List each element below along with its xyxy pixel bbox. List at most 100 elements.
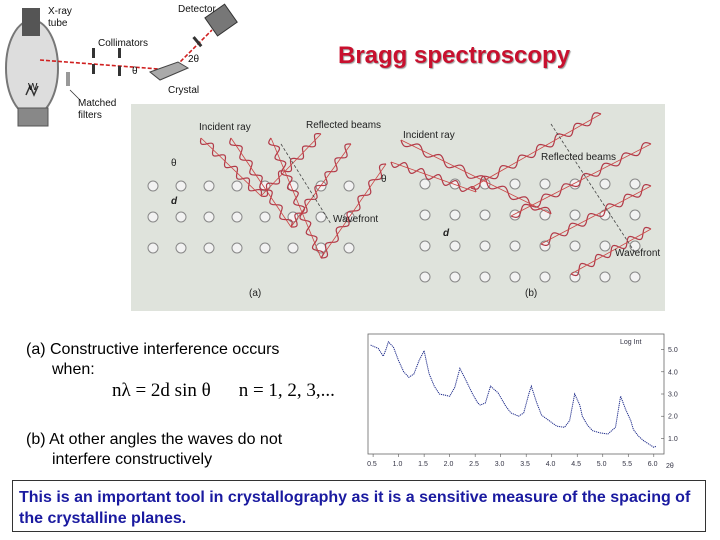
incident-ray-label-a: Incident ray [199,122,251,133]
y-tick-label: 3.0 [668,392,678,399]
detector-slit [192,36,203,48]
collimator-slit [92,64,95,74]
ray-axis [540,185,652,245]
lattice-atom [203,242,215,254]
spectrum-series-line [370,340,657,448]
bragg-law-orders: n = 1, 2, 3,... [238,380,335,401]
condition-a-line1: (a) Constructive interference occurs [26,341,280,358]
ray-axis [510,143,652,217]
lattice-atom [419,271,431,283]
condition-a-line2: when: [52,361,95,378]
incident-beam [39,59,173,71]
incident-ray-label-b: Incident ray [403,130,455,141]
crystal-label: Crystal [168,85,199,96]
xray-tube-label-2: tube [48,18,68,29]
lattice-atom [343,180,355,192]
lattice-atom [419,178,431,190]
lattice-atom [449,271,461,283]
lattice-atom [509,240,521,252]
panel-a-label: (a) [249,288,261,299]
lattice-atom [479,209,491,221]
x-tick-label: 1.0 [393,461,403,468]
chart-ticks: 0.5 1.0 1.5 2.0 2.5 3.0 3.5 4.0 4.5 5.0 5.5 6.0 2θ 1.… [367,347,678,470]
x-tick-label: 2.0 [444,461,454,468]
lattice-atom [509,178,521,190]
x-tick-label: 4.5 [571,461,581,468]
wavefront-label-a: Wavefront [333,214,378,225]
matched-filters-label-2: filters [78,110,102,121]
lattice-atom [449,240,461,252]
ray-axis [320,163,387,259]
x-tick-label: 3.5 [520,461,530,468]
lattice-atom [147,211,159,223]
lattice-atom [203,180,215,192]
lattice-atom [203,211,215,223]
ray-axis [270,137,322,259]
reflected-beams-label-a: Reflected beams [306,120,381,131]
xray-tube-anode [22,8,40,36]
lattice-atom [569,178,581,190]
condition-b-line2: interfere constructively [52,451,213,468]
collimator-slit [118,66,121,76]
lattice-atom [419,240,431,252]
lattice-atom [539,271,551,283]
condition-b-text: (b) At other angles the waves do not int… [26,430,356,470]
lattice-atom [259,211,271,223]
condition-a-text: (a) Constructive interference occurs whe… [26,340,356,380]
x-tick-label: 6.0 [648,461,658,468]
y-tick-label: 4.0 [668,369,678,376]
lattice-atom [147,180,159,192]
diffraction-spectrum-chart: Log Int 0.5 1.0 1.5 2.0 2.5 3.0 3.5 4.0 4.5 5.0 5.… [367,333,678,470]
x-tick-label: 2.5 [469,461,479,468]
lattice-atom [231,211,243,223]
lattice-atom [539,178,551,190]
theta-label: θ [132,66,138,77]
wavefront-label-b: Wavefront [615,248,660,259]
lattice-atom [175,211,187,223]
y-axis-label: Log Int [620,339,641,346]
ray-axis [400,139,552,215]
x-axis-unit: 2θ [666,463,674,470]
x-tick-label: 1.5 [418,461,428,468]
x-tick-label: 0.5 [367,461,377,468]
lattice-atom [231,180,243,192]
two-theta-label: 2θ [188,54,200,65]
lattice-atom [419,209,431,221]
lattice-atom [449,209,461,221]
bragg-law-equation: nλ = 2d sin θ [112,380,211,401]
lattice-atom [315,211,327,223]
theta-label-b: θ [381,174,387,185]
y-tick-label: 5.0 [668,347,678,354]
note-box: This is an important tool in crystallogr… [12,480,706,532]
filament-icon [25,84,39,97]
ray-axis [200,137,262,197]
spacing-d-label-b: d [443,228,450,239]
lattice-a [147,180,355,254]
ray-axis [260,133,322,197]
lattice-atom [509,209,521,221]
lattice-atom [259,242,271,254]
ray-axis [470,113,602,189]
page-title: Bragg spectroscopy [338,42,571,69]
condition-b-line1: (b) At other angles the waves do not [26,431,283,448]
lattice-atom [629,271,641,283]
chart-frame [367,333,665,455]
x-tick-label: 4.0 [546,461,556,468]
y-tick-label: 1.0 [668,436,678,443]
lattice-atom [599,240,611,252]
lattice-atom [539,240,551,252]
xray-tube-label-1: X-ray [48,6,72,17]
x-tick-label: 5.5 [622,461,632,468]
bragg-law-formula: nλ = 2d sin θ n = 1, 2, 3,... [112,380,335,402]
theta-label-a: θ [171,158,177,169]
ray-axis [390,161,477,193]
xray-apparatus-diagram: W X-ray tube Collimators Matched filters… [5,3,238,127]
matched-filters-label-1: Matched [78,98,116,109]
lattice-atom [509,271,521,283]
reflected-beams-label-b: Reflected beams [541,152,616,163]
lattice-atom [629,209,641,221]
wavefront-line-a [280,143,332,225]
lattice-atom [629,240,641,252]
y-tick-label: 2.0 [668,414,678,421]
lattice-atom [569,240,581,252]
